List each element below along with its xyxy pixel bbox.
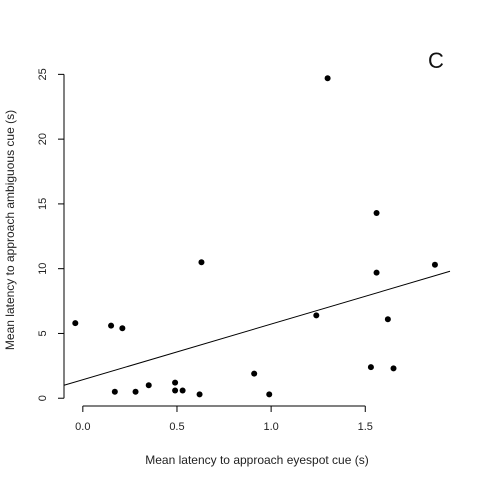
data-point <box>373 269 380 276</box>
data-point <box>431 261 438 268</box>
data-point <box>251 370 258 377</box>
data-point <box>324 75 331 82</box>
data-point <box>119 325 126 332</box>
data-point <box>72 320 79 327</box>
data-point <box>384 316 391 323</box>
data-point <box>145 382 152 389</box>
data-point <box>111 388 118 395</box>
data-point <box>198 259 205 266</box>
y-tick-label: 0 <box>37 395 49 401</box>
data-point <box>390 365 397 372</box>
data-point <box>367 364 374 371</box>
y-axis-title: Mean latency to approach ambiguous cue (… <box>3 110 17 350</box>
x-tick-label: 1.0 <box>263 421 278 433</box>
data-point <box>196 391 203 398</box>
data-point <box>266 391 273 398</box>
x-tick-label: 0.5 <box>169 421 184 433</box>
data-point <box>172 387 179 394</box>
data-point <box>172 379 179 386</box>
data-point <box>179 387 186 394</box>
x-axis-title: Mean latency to approach eyespot cue (s) <box>145 453 368 467</box>
y-tick-label: 5 <box>37 330 49 336</box>
axes: 0.0 0.5 1.0 1.5 0 5 10 15 20 25 <box>37 68 373 433</box>
data-point <box>313 312 320 319</box>
panel-label: C <box>428 48 444 73</box>
x-tick-label: 0.0 <box>75 421 90 433</box>
y-tick-label: 25 <box>37 68 49 80</box>
x-tick-label: 1.5 <box>358 421 373 433</box>
data-point <box>108 322 115 329</box>
data-point <box>132 388 139 395</box>
data-point <box>373 209 380 216</box>
y-tick-label: 20 <box>37 133 49 145</box>
data-points <box>72 75 438 398</box>
y-tick-label: 15 <box>37 198 49 210</box>
regression-line <box>63 270 451 386</box>
y-tick-label: 10 <box>37 263 49 275</box>
